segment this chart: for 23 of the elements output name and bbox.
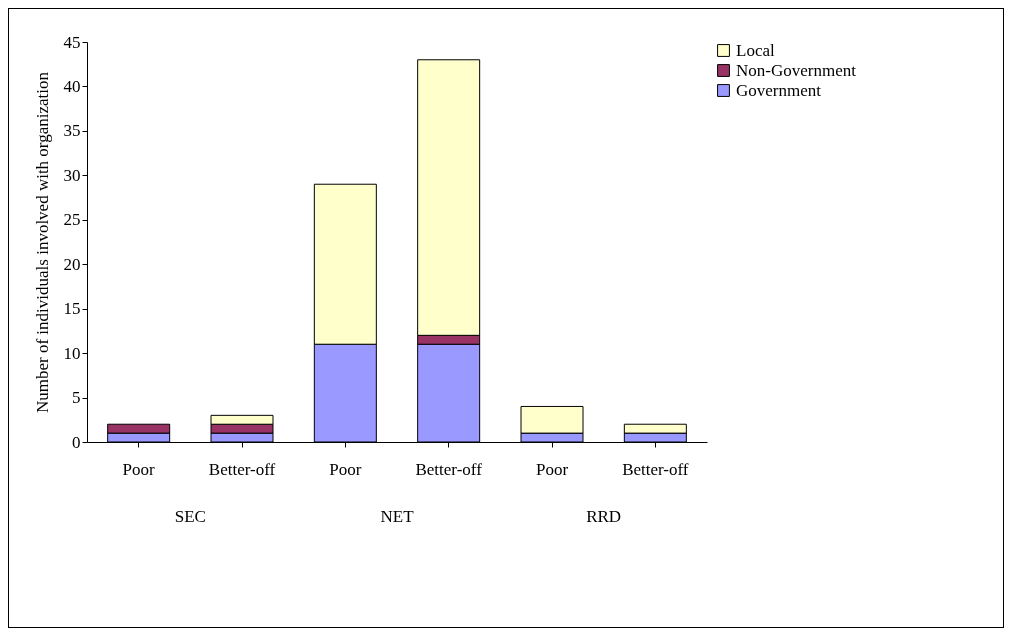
text: RRD [586,507,622,526]
y-axis-title: Number of individuals involved with organization [32,71,52,414]
y-tick-label: 30 [63,165,81,185]
y-tick-label: 15 [63,299,81,319]
legend-label: Non-Government [736,60,857,80]
x-tick-label: Poor [122,459,156,479]
x-tick-label: Better-off [208,459,276,479]
y-tick-label: 10 [63,343,81,363]
text: NET [380,507,415,526]
x-tick-label: Poor [535,459,569,479]
y-tick-label: 35 [63,121,81,141]
x-tick-label: Better-off [415,459,483,479]
y-tick-label: 5 [72,388,81,408]
y-tick-label: 0 [72,432,81,452]
text: SEC [174,507,206,526]
x-tick-label: Better-off [622,459,689,479]
y-tick-label: 40 [63,76,81,96]
legend-label: Local [736,40,775,60]
legend-label: Government [736,80,822,100]
y-tick-label: 45 [63,32,81,52]
y-tick-label: 20 [63,254,81,274]
y-tick-label: 25 [63,210,81,230]
x-tick-label: Poor [329,459,362,479]
